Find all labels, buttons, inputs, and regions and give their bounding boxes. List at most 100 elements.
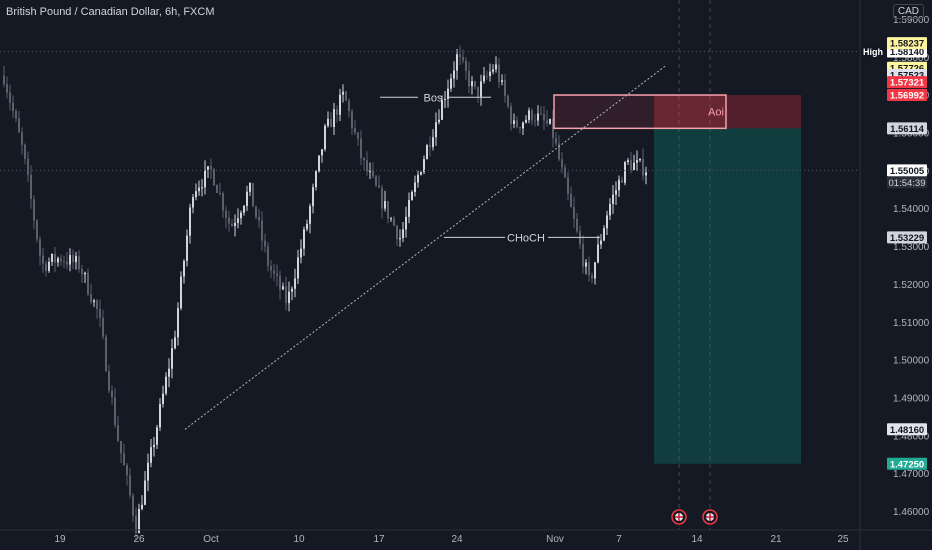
candle [414,175,416,197]
candle [303,226,305,256]
candle [609,198,611,220]
candle [576,212,578,234]
countdown-label: 01:54:39 [889,178,926,189]
candle [6,76,8,99]
candle-body [621,179,623,183]
candle [408,192,410,224]
candle [234,214,236,237]
event-flag-icon[interactable] [702,509,718,525]
candle-body [159,403,161,428]
candle [297,249,299,285]
candle [516,116,518,129]
candle-body [615,190,617,195]
candle [450,73,452,92]
candle [501,74,503,86]
x-tick-label: 21 [770,534,782,545]
candle-body [450,78,452,89]
candle-body [519,127,521,129]
candle-body [78,256,80,270]
trend-line [184,65,666,430]
candle [429,136,431,157]
candle [546,110,548,127]
candle-body [438,119,440,123]
candle-body [39,239,41,256]
candle [348,98,350,118]
candle [423,155,425,175]
candle-body [225,210,227,218]
candle-body [570,193,572,208]
candle-body [531,110,533,121]
candle-body [36,220,38,240]
candle-body [597,244,599,263]
candle [474,80,476,90]
candle-body [420,172,422,175]
candle-body [285,286,287,304]
candle-body [525,119,527,123]
candle-body [249,182,251,192]
candle-body [156,427,158,445]
candle [471,76,473,95]
candle [549,118,551,125]
event-flag-icon[interactable] [671,509,687,525]
candle-body [633,162,635,171]
price-label-box [887,122,927,135]
candle [621,176,623,184]
candle-body [390,218,392,220]
candle-body [378,185,380,188]
candle-body [423,159,425,173]
candle [171,338,173,379]
candle-body [255,206,257,217]
candle-body [594,262,596,279]
candle [633,154,635,171]
x-tick-label: 19 [54,534,66,545]
candle-body [603,228,605,241]
candle-body [414,182,416,192]
candle [150,439,152,468]
candle [387,200,389,224]
candle [153,437,155,457]
candle [513,113,515,129]
candle-body [369,171,371,173]
candle-body [294,278,296,289]
candle [261,211,263,251]
candle [168,358,170,388]
candle-body [543,113,545,121]
currency-button[interactable]: CAD [892,4,924,19]
candle [558,135,560,162]
y-tick-label: 1.46000 [893,507,930,518]
candle-body [492,69,494,72]
candle [63,255,65,269]
candle-body [102,317,104,337]
countdown-box [887,176,927,189]
candle [456,48,458,80]
price-label-box [887,37,927,50]
y-tick-label: 1.50000 [893,356,930,367]
candle-body [180,276,182,309]
candle-body [342,91,344,95]
candle [147,453,149,492]
candle [210,158,212,179]
price-label: 1.53229 [887,231,927,244]
candle-body [288,291,290,304]
candle [21,127,23,155]
candle-body [540,113,542,115]
candle-body [132,495,134,516]
candle-body [162,393,164,404]
price-label-value: 1.57726 [890,63,924,74]
candle [339,88,341,122]
candle [327,111,329,128]
candle [180,271,182,311]
candle [531,108,533,126]
candle-body [582,244,584,267]
x-tick-label: 26 [133,534,145,545]
candle [177,302,179,346]
candle-body [498,64,500,82]
aoi-label: Aoi [708,107,724,119]
candle-body [87,272,89,295]
price-label-box [887,89,927,102]
price-label-box [887,457,927,470]
candle-body [309,206,311,224]
candle-body [90,294,92,303]
candle-body [99,308,101,318]
